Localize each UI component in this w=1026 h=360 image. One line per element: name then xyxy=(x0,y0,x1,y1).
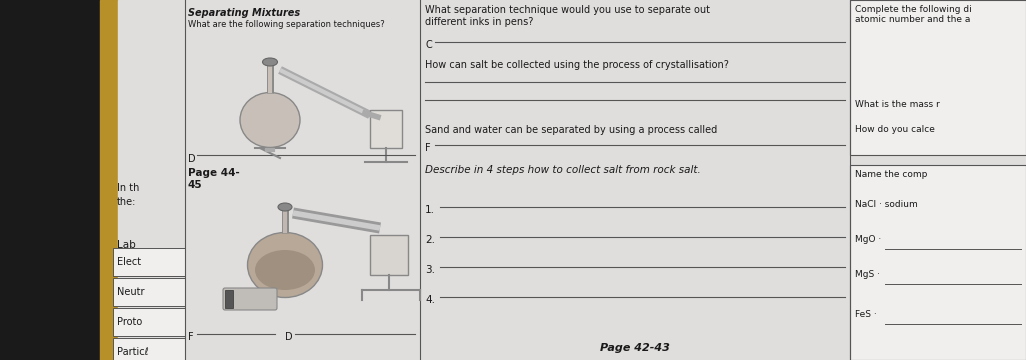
Text: F: F xyxy=(188,332,194,342)
Text: 1.: 1. xyxy=(425,205,435,215)
Text: FeS ·: FeS · xyxy=(855,310,877,319)
Bar xyxy=(118,0,1026,360)
Text: Sand and water can be separated by using a process called: Sand and water can be separated by using… xyxy=(425,125,717,135)
Text: Particℓ: Particℓ xyxy=(117,347,149,357)
Bar xyxy=(370,235,408,275)
Text: 2.: 2. xyxy=(425,235,435,245)
Ellipse shape xyxy=(240,93,300,148)
Text: 4.: 4. xyxy=(425,295,435,305)
Text: Proto: Proto xyxy=(117,317,143,327)
Bar xyxy=(113,338,185,360)
Ellipse shape xyxy=(278,203,292,211)
Text: How do you calce: How do you calce xyxy=(855,125,935,134)
Text: NaCl · sodium: NaCl · sodium xyxy=(855,200,917,209)
Text: Describe in 4 steps how to collect salt from rock salt.: Describe in 4 steps how to collect salt … xyxy=(425,165,701,175)
Bar xyxy=(113,278,185,306)
Text: How can salt be collected using the process of crystallisation?: How can salt be collected using the proc… xyxy=(425,60,728,70)
Bar xyxy=(225,290,233,308)
Text: Name the comp: Name the comp xyxy=(855,170,928,179)
Text: F: F xyxy=(425,143,431,153)
Bar xyxy=(113,308,185,336)
Bar xyxy=(370,110,402,148)
Text: Page 42-43: Page 42-43 xyxy=(600,343,670,353)
Bar xyxy=(850,0,1026,155)
Bar xyxy=(100,0,118,360)
Ellipse shape xyxy=(263,58,277,66)
Text: What are the following separation techniques?: What are the following separation techni… xyxy=(188,20,385,29)
Text: C: C xyxy=(425,40,432,50)
Bar xyxy=(113,248,185,276)
Ellipse shape xyxy=(255,250,315,290)
Text: MgO ·: MgO · xyxy=(855,235,881,244)
Text: Separating Mixtures: Separating Mixtures xyxy=(188,8,301,18)
Ellipse shape xyxy=(247,233,322,297)
Text: What is the mass r: What is the mass r xyxy=(855,100,940,109)
Text: Elect: Elect xyxy=(117,257,142,267)
Text: MgS ·: MgS · xyxy=(855,270,880,279)
Text: Complete the following di
atomic number and the a: Complete the following di atomic number … xyxy=(855,5,972,24)
FancyBboxPatch shape xyxy=(223,288,277,310)
Text: Neutr: Neutr xyxy=(117,287,145,297)
Text: D: D xyxy=(188,154,196,164)
Bar xyxy=(0,0,113,360)
Text: Lab: Lab xyxy=(117,240,135,250)
Text: D: D xyxy=(285,332,292,342)
Text: What separation technique would you use to separate out
different inks in pens?: What separation technique would you use … xyxy=(425,5,710,27)
Bar xyxy=(850,165,1026,360)
Text: Page 44-
45: Page 44- 45 xyxy=(188,168,240,190)
Text: 3.: 3. xyxy=(425,265,435,275)
Text: In th
the:: In th the: xyxy=(117,183,140,207)
